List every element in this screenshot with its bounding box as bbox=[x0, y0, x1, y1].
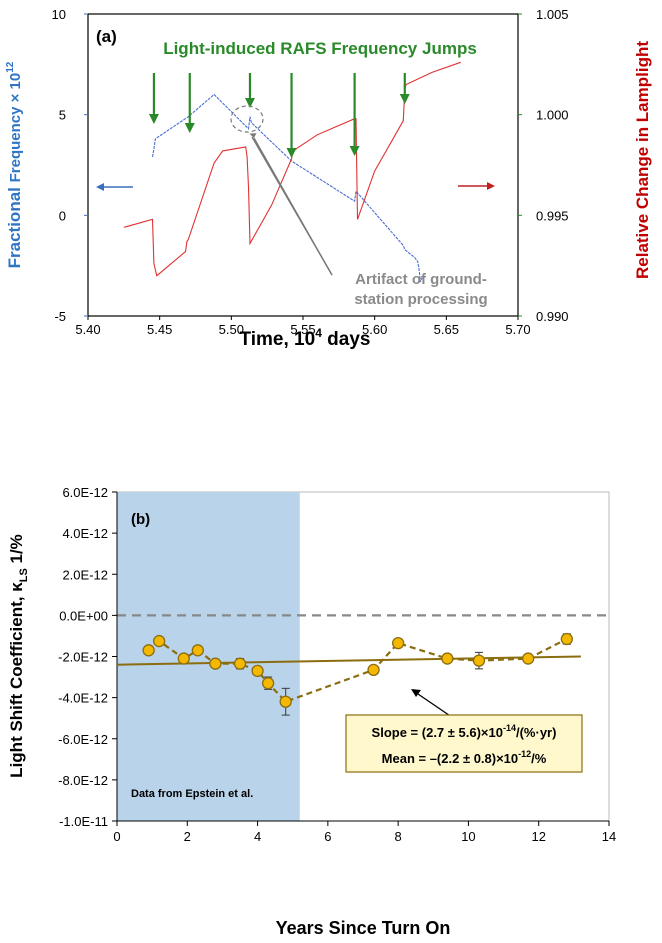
y-tick-label: 4.0E-12 bbox=[62, 526, 108, 541]
slope-annotation: Slope = (2.7 ± 5.6)×10-14/(%·yr) bbox=[372, 723, 557, 740]
y-tick-label: -2.0E-12 bbox=[58, 650, 108, 665]
data-point bbox=[367, 663, 380, 677]
data-point bbox=[251, 664, 264, 678]
x-tick-label: 5.65 bbox=[434, 322, 459, 337]
jump-arrow-head bbox=[399, 94, 410, 104]
y-tick-label: 2.0E-12 bbox=[62, 567, 108, 582]
y-right-tick-label: 0.990 bbox=[536, 309, 569, 324]
y-tick-label: -4.0E-12 bbox=[58, 691, 108, 706]
x-tick-label: 8 bbox=[395, 829, 402, 844]
shaded-region-label: Data from Epstein et al. bbox=[131, 788, 253, 800]
lamplight-series-line bbox=[123, 61, 461, 277]
panel-b-ylabel: Light Shift Coefficient, κLS 1/% bbox=[7, 534, 30, 778]
data-point bbox=[441, 652, 454, 665]
x-tick-label: 5.45 bbox=[147, 322, 172, 337]
y-tick-label: -6.0E-12 bbox=[58, 732, 108, 747]
y-tick-label: 0.0E+00 bbox=[59, 608, 108, 623]
linear-fit-line bbox=[116, 655, 581, 666]
annotation-pointer-head bbox=[411, 689, 421, 697]
y-left-tick-label: -5 bbox=[54, 309, 66, 324]
artifact-label-line1: Artifact of ground- bbox=[355, 271, 487, 288]
x-tick-label: 12 bbox=[531, 829, 545, 844]
data-point bbox=[560, 632, 573, 646]
panel-a-xlabel: Time, 104 days bbox=[240, 326, 371, 350]
x-tick-label: 6 bbox=[324, 829, 331, 844]
x-tick-label: 0 bbox=[113, 829, 120, 844]
y-tick-label: -8.0E-12 bbox=[58, 773, 108, 788]
x-tick-label: 2 bbox=[184, 829, 191, 844]
x-tick-label: 5.60 bbox=[362, 322, 387, 337]
data-point bbox=[142, 644, 155, 657]
artifact-pointer-head bbox=[249, 133, 257, 138]
x-tick-label: 14 bbox=[602, 829, 616, 844]
y-right-tick-label: 1.005 bbox=[536, 7, 569, 22]
data-point bbox=[177, 652, 190, 665]
jump-arrow-head bbox=[184, 123, 195, 133]
epstein-shaded-region bbox=[117, 492, 300, 821]
x-tick-label: 5.50 bbox=[219, 322, 244, 337]
y-left-tick-label: 0 bbox=[59, 208, 66, 223]
data-point bbox=[209, 657, 222, 670]
data-point bbox=[279, 695, 292, 708]
artifact-pointer-line-2 bbox=[251, 136, 333, 276]
y-right-tick-label: 1.000 bbox=[536, 108, 569, 123]
panel-b-xlabel: Years Since Turn On bbox=[276, 918, 451, 938]
panel-a-ylabel-right: Relative Change in Lamplight bbox=[633, 41, 652, 279]
x-tick-label: 5.55 bbox=[290, 322, 315, 337]
y-left-tick-label: 10 bbox=[52, 7, 66, 22]
y-tick-label: -1.0E-11 bbox=[59, 814, 108, 829]
panel-a-ylabel-left: Fractional Frequency × 1012 bbox=[5, 61, 24, 268]
right-axis-arrow-head bbox=[487, 182, 495, 190]
panel-b-label: (b) bbox=[131, 511, 150, 528]
x-tick-label: 10 bbox=[461, 829, 475, 844]
annotation-box bbox=[345, 714, 583, 773]
x-tick-label: 5.40 bbox=[75, 322, 100, 337]
data-point bbox=[391, 636, 405, 650]
panel-a-plot-frame bbox=[87, 13, 519, 317]
jump-arrow-head bbox=[286, 148, 297, 158]
jump-arrow-head bbox=[349, 146, 360, 156]
panel-a-label: (a) bbox=[96, 27, 117, 46]
jump-arrow-head bbox=[244, 98, 255, 108]
y-tick-label: 6.0E-12 bbox=[62, 485, 108, 500]
artifact-circle bbox=[230, 105, 264, 133]
mean-annotation: Mean = –(2.2 ± 0.8)×10-12/% bbox=[382, 749, 547, 766]
panel-a-title: Light-induced RAFS Frequency Jumps bbox=[163, 39, 477, 58]
frequency-series-line bbox=[151, 93, 423, 282]
x-tick-label: 4 bbox=[254, 829, 261, 844]
jump-arrow-head bbox=[148, 114, 159, 124]
data-point bbox=[472, 654, 486, 667]
data-point bbox=[261, 677, 275, 690]
artifact-label-line2: station processing bbox=[354, 291, 487, 308]
data-point bbox=[153, 634, 166, 648]
y-left-tick-label: 5 bbox=[59, 108, 66, 123]
data-point bbox=[191, 644, 204, 657]
data-point bbox=[233, 657, 247, 670]
data-point bbox=[522, 652, 535, 665]
x-tick-label: 5.70 bbox=[505, 322, 530, 337]
left-axis-arrow-head bbox=[96, 183, 104, 191]
y-right-tick-label: 0.995 bbox=[536, 208, 569, 223]
